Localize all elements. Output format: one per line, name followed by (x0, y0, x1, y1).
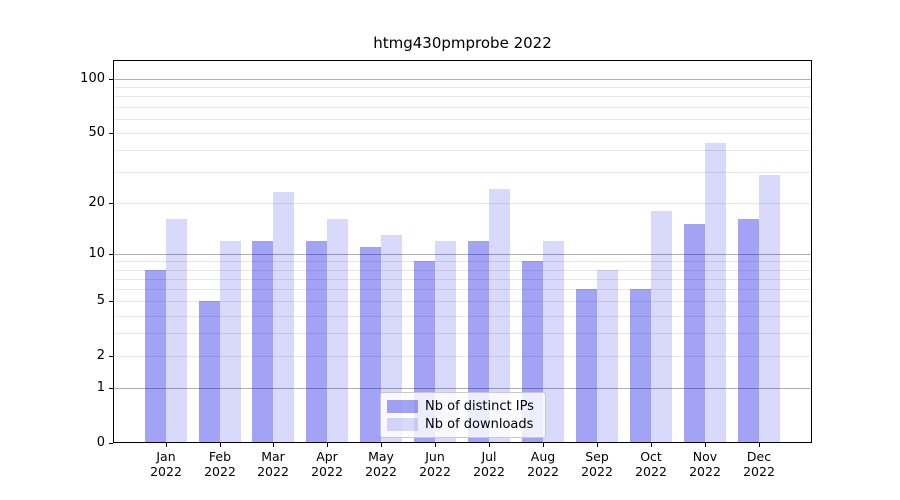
gridline-minor-8 (114, 269, 811, 271)
legend-item-distinct-ips: Nb of distinct IPs (387, 398, 536, 414)
y-tick-5 (109, 301, 113, 302)
gridline-minor-70 (114, 106, 811, 108)
gridline-major-1 (114, 388, 811, 390)
bar-nb-of-downloads-dec (758, 174, 780, 442)
bar-nb-of-downloads-aug (543, 240, 565, 442)
gridline-minor-60 (114, 118, 811, 120)
bar-nb-of-downloads-may (381, 234, 403, 442)
y-tick-label-0: 0 (96, 435, 105, 450)
y-tick-label-50: 50 (88, 125, 105, 140)
x-tick-aug (543, 443, 544, 447)
legend-label-downloads: Nb of downloads (425, 416, 534, 432)
gridline-minor-40 (114, 149, 811, 151)
bar-nb-of-downloads-apr (327, 219, 349, 442)
y-tick-label-1: 1 (96, 380, 105, 395)
bar-nb-of-distinct-ips-jul (468, 240, 490, 442)
x-tick-dec (759, 443, 760, 447)
y-tick-1 (109, 388, 113, 389)
x-tick-jan (166, 443, 167, 447)
bar-nb-of-downloads-jul (489, 188, 511, 442)
gridline-minor-90 (114, 87, 811, 89)
gridline-minor-80 (114, 96, 811, 98)
gridline-minor-3 (114, 333, 811, 335)
y-tick-label-10: 10 (88, 246, 105, 261)
bar-nb-of-downloads-jan (165, 219, 187, 442)
bar-nb-of-distinct-ips-jan (144, 269, 166, 442)
x-tick-label-jun: Jun 2022 (419, 449, 451, 479)
bar-nb-of-distinct-ips-oct (629, 289, 651, 442)
gridline-minor-9 (114, 261, 811, 263)
y-tick-label-20: 20 (88, 195, 105, 210)
y-tick-label-100: 100 (80, 71, 105, 86)
legend: Nb of distinct IPs Nb of downloads (380, 392, 546, 438)
gridline-major-100 (114, 78, 811, 80)
x-tick-mar (273, 443, 274, 447)
y-tick-100 (109, 79, 113, 80)
x-tick-sep (597, 443, 598, 447)
legend-item-downloads: Nb of downloads (387, 416, 536, 432)
y-tick-label-2: 2 (96, 348, 105, 363)
x-tick-label-apr: Apr 2022 (311, 449, 343, 479)
gridline-minor-2 (114, 356, 811, 358)
gridline-minor-20 (114, 202, 811, 204)
gridline-minor-5 (114, 301, 811, 303)
x-tick-feb (220, 443, 221, 447)
y-tick-10 (109, 254, 113, 255)
gridline-minor-4 (114, 315, 811, 317)
x-tick-label-oct: Oct 2022 (635, 449, 667, 479)
x-tick-apr (327, 443, 328, 447)
gridline-minor-6 (114, 289, 811, 291)
y-tick-2 (109, 356, 113, 357)
gridline-minor-50 (114, 132, 811, 134)
x-tick-may (381, 443, 382, 447)
bar-nb-of-downloads-sep (597, 269, 619, 442)
y-tick-50 (109, 133, 113, 134)
x-tick-label-nov: Nov 2022 (689, 449, 721, 479)
x-tick-oct (651, 443, 652, 447)
bar-nb-of-downloads-oct (650, 210, 672, 442)
y-tick-20 (109, 203, 113, 204)
bar-nb-of-distinct-ips-sep (576, 289, 598, 442)
bar-nb-of-distinct-ips-may (360, 246, 382, 442)
gridline-minor-30 (114, 172, 811, 174)
legend-label-distinct-ips: Nb of distinct IPs (425, 398, 534, 414)
bar-nb-of-distinct-ips-apr (306, 240, 328, 442)
gridline-minor-7 (114, 278, 811, 280)
y-tick-label-5: 5 (96, 293, 105, 308)
bar-nb-of-distinct-ips-feb (198, 301, 220, 442)
gridline-major-10 (114, 253, 811, 255)
bar-nb-of-distinct-ips-nov (683, 224, 705, 442)
bar-nb-of-distinct-ips-dec (737, 219, 759, 442)
plot-area (113, 60, 812, 443)
x-tick-label-dec: Dec 2022 (743, 449, 775, 479)
legend-swatch-distinct-ips (387, 399, 418, 413)
x-tick-label-jan: Jan 2022 (150, 449, 182, 479)
y-tick-0 (109, 443, 113, 444)
bar-nb-of-downloads-jun (435, 240, 457, 442)
x-tick-label-may: May 2022 (365, 449, 397, 479)
x-tick-nov (705, 443, 706, 447)
bar-nb-of-downloads-mar (273, 192, 295, 442)
x-tick-label-jul: Jul 2022 (473, 449, 505, 479)
bar-nb-of-downloads-feb (219, 240, 241, 442)
chart-title: htmg430pmprobe 2022 (373, 34, 552, 52)
legend-swatch-downloads (387, 417, 418, 431)
x-tick-jun (435, 443, 436, 447)
x-tick-label-feb: Feb 2022 (204, 449, 236, 479)
x-tick-label-sep: Sep 2022 (581, 449, 613, 479)
x-tick-jul (489, 443, 490, 447)
bar-nb-of-downloads-nov (704, 142, 726, 442)
x-tick-label-aug: Aug 2022 (527, 449, 559, 479)
x-tick-label-mar: Mar 2022 (257, 449, 289, 479)
bar-nb-of-distinct-ips-mar (252, 240, 274, 442)
